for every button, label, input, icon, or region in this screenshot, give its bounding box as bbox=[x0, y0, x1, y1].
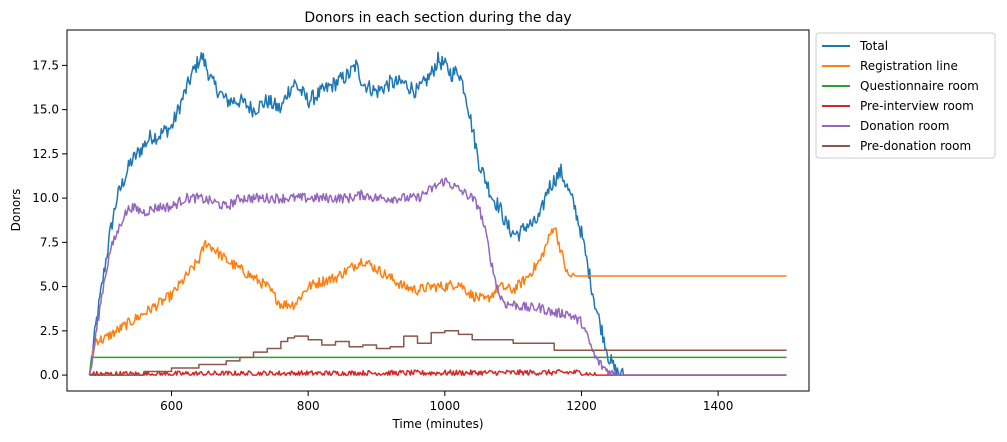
legend-label: Total bbox=[859, 39, 888, 53]
legend-label: Pre-interview room bbox=[860, 99, 974, 113]
y-tick-label: 12.5 bbox=[32, 147, 59, 161]
y-tick-label: 5.0 bbox=[40, 280, 59, 294]
y-tick-label: 10.0 bbox=[32, 191, 59, 205]
y-axis: 0.0 2.5 5.0 7.5 10.0 12.5 15.0 17.5 bbox=[32, 58, 67, 382]
chart-title: Donors in each section during the day bbox=[304, 10, 571, 26]
legend-label: Pre-donation room bbox=[860, 139, 971, 153]
y-tick-label: 15.0 bbox=[32, 103, 59, 117]
x-tick-label: 1400 bbox=[703, 399, 734, 413]
series-line-5 bbox=[89, 330, 787, 376]
y-axis-title: Donors bbox=[9, 189, 23, 232]
legend-label: Questionnaire room bbox=[860, 79, 979, 93]
series-line-1 bbox=[88, 227, 787, 376]
y-tick-label: 2.5 bbox=[40, 324, 59, 338]
y-tick-label: 17.5 bbox=[32, 58, 59, 72]
x-tick-label: 1000 bbox=[430, 399, 461, 413]
legend: Total Registration line Questionnaire room… bbox=[815, 32, 996, 159]
y-tick-label: 7.5 bbox=[40, 235, 59, 249]
series-line-4 bbox=[88, 177, 787, 376]
plot-frame bbox=[66, 29, 810, 392]
legend-label: Donation room bbox=[860, 119, 949, 133]
x-tick-label: 800 bbox=[297, 399, 320, 413]
series-line-2 bbox=[88, 356, 787, 376]
legend-frame bbox=[815, 32, 996, 159]
x-tick-label: 1200 bbox=[566, 399, 597, 413]
x-axis: 600 800 1000 1200 1400 bbox=[160, 391, 733, 413]
x-axis-title: Time (minutes) bbox=[391, 417, 483, 431]
y-tick-label: 0.0 bbox=[40, 368, 59, 382]
x-tick-label: 600 bbox=[160, 399, 183, 413]
legend-label: Registration line bbox=[860, 59, 958, 73]
plot-area bbox=[88, 51, 787, 376]
